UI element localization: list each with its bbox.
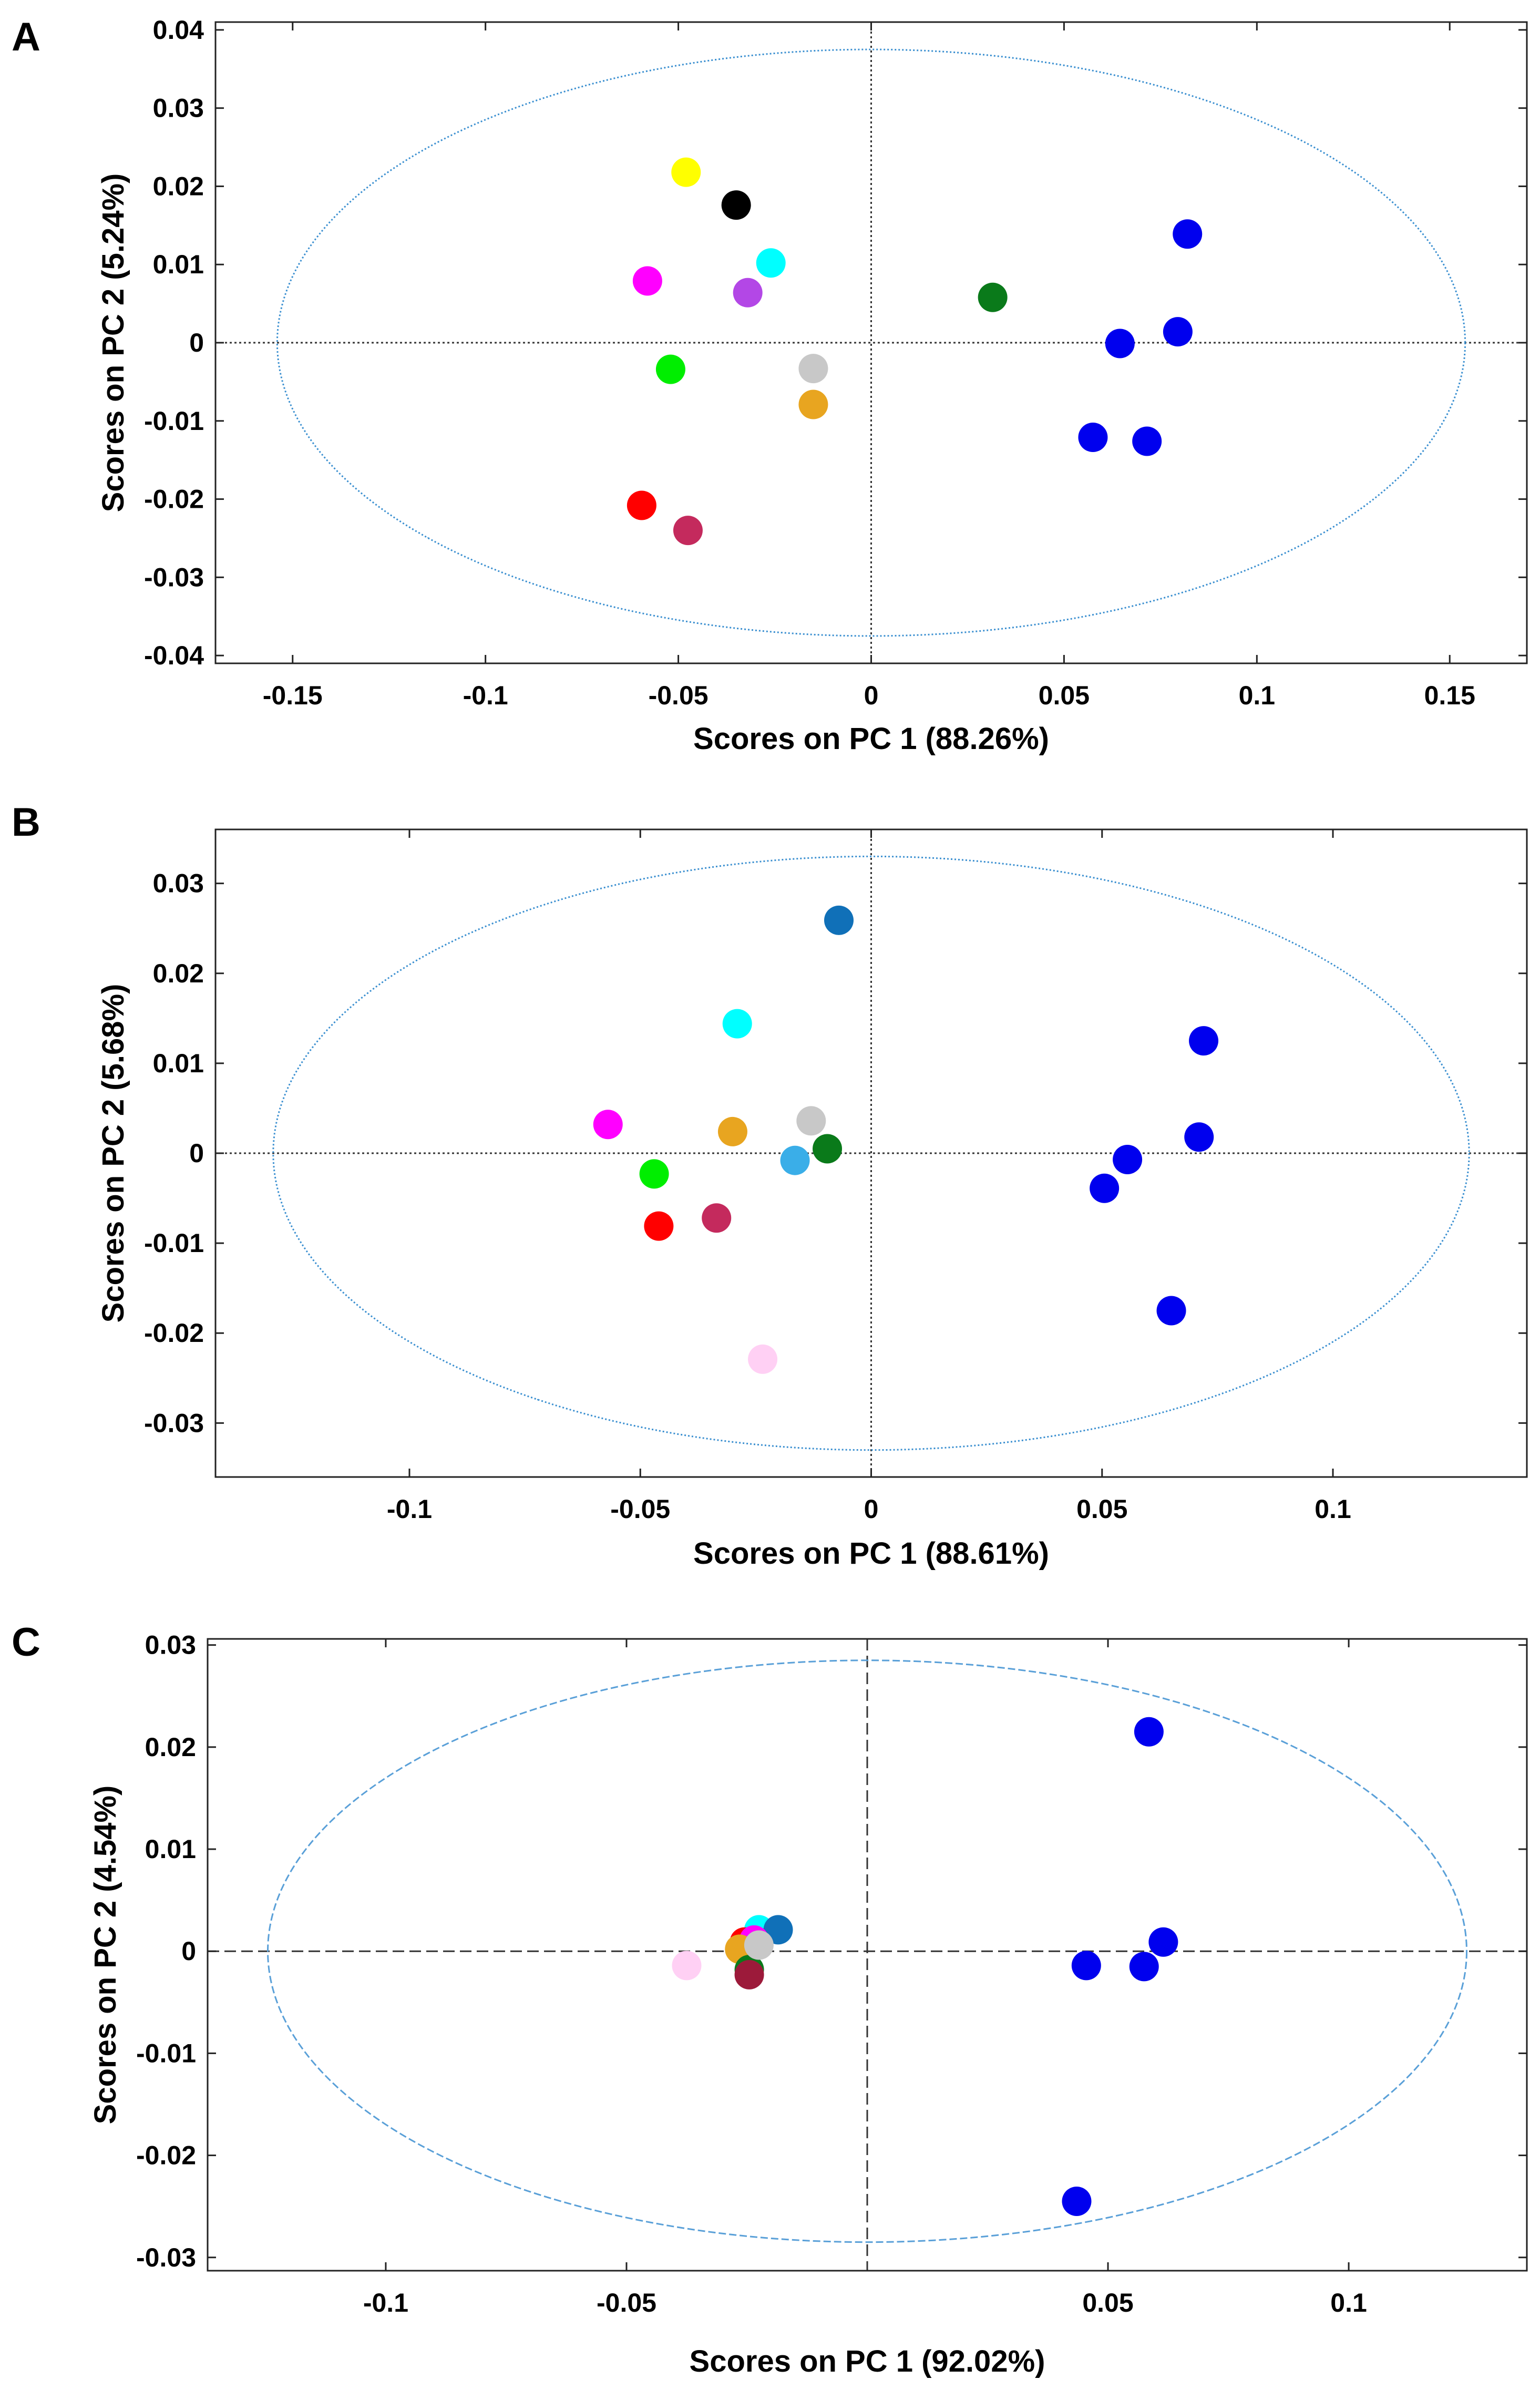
y-axis-title: Scores on PC 2 (5.24%)	[96, 173, 130, 512]
data-point	[1173, 219, 1203, 249]
data-point	[734, 1960, 764, 1989]
data-point	[824, 905, 854, 935]
data-point	[798, 354, 828, 384]
data-point	[722, 1009, 752, 1039]
data-point	[796, 1106, 826, 1136]
x-tick-label: -0.1	[463, 681, 508, 710]
data-point	[702, 1203, 732, 1233]
data-point	[744, 1930, 774, 1960]
chart-panel-a: A -0.15 -0.1 -0.05 0 0.05 0.1 0.15 -0.04 -0.03 -0.…	[12, 15, 1528, 756]
x-tick-label: 0	[864, 681, 879, 710]
y-tick-label: -0.03	[136, 2243, 196, 2272]
y-tick-label: 0.02	[153, 959, 204, 988]
data-point	[672, 1951, 702, 1981]
y-tick-label: -0.02	[144, 1318, 204, 1348]
chart-panel-c: C -0.1 -0.05 0.05 0.1 -0.03 -0.02 -0.01 0 0.01 0.0…	[12, 1620, 1528, 2378]
y-tick-label: 0.03	[153, 869, 204, 898]
data-point	[1062, 2186, 1092, 2216]
y-tick-label: -0.01	[144, 1228, 204, 1258]
x-axis-title: Scores on PC 1 (88.61%)	[693, 1536, 1049, 1571]
y-axis-title: Scores on PC 2 (5.68%)	[96, 984, 130, 1323]
data-point	[627, 490, 656, 520]
x-tick-label: 0	[864, 1494, 879, 1524]
confidence-ellipse	[267, 1659, 1467, 2243]
data-point	[1078, 423, 1108, 453]
x-tick-label: 0.05	[1076, 1494, 1127, 1524]
data-point	[798, 389, 828, 419]
data-point	[813, 1134, 843, 1164]
plot-frame	[207, 1638, 1528, 2272]
x-tick-label: -0.1	[387, 1494, 432, 1524]
y-tick-label: 0	[181, 1936, 196, 1966]
y-tick-label: 0.01	[153, 250, 204, 279]
data-point	[655, 354, 685, 384]
y-tick-label: -0.04	[144, 641, 204, 670]
y-tick-label: 0.02	[153, 171, 204, 201]
data-point	[639, 1159, 669, 1189]
y-tick-label: 0	[189, 1139, 204, 1168]
y-tick-label: 0.01	[153, 1049, 204, 1078]
data-point	[1184, 1122, 1214, 1152]
data-point	[978, 282, 1008, 312]
x-tick-label: 0.1	[1239, 681, 1276, 710]
y-tick-label: -0.01	[136, 2038, 196, 2068]
data-point	[1090, 1173, 1120, 1203]
y-tick-label: -0.01	[144, 406, 204, 436]
x-tick-label: 0.05	[1082, 2288, 1133, 2317]
data-point	[756, 248, 786, 278]
panel-letter: C	[12, 1620, 40, 1665]
data-point	[721, 190, 751, 220]
x-axis-title: Scores on PC 1 (88.26%)	[693, 722, 1049, 756]
confidence-ellipse	[272, 855, 1470, 1451]
data-point	[632, 266, 662, 296]
data-point	[748, 1344, 778, 1374]
x-tick-label: -0.1	[363, 2288, 408, 2317]
x-axis-title: Scores on PC 1 (92.02%)	[690, 2344, 1045, 2378]
x-tick-label: -0.15	[263, 681, 323, 710]
y-tick-label: -0.03	[144, 1408, 204, 1438]
data-point	[593, 1110, 623, 1140]
confidence-ellipse	[276, 48, 1466, 637]
x-tick-label: 0.05	[1039, 681, 1090, 710]
y-tick-label: -0.03	[144, 562, 204, 592]
x-tick-label: 0.1	[1315, 1494, 1351, 1524]
chart-panel-b: B -0.1 -0.05 0 0.05 0.1 -0.03 -0.02 -0.01 0 0.01 0.…	[12, 800, 1528, 1571]
data-point	[644, 1211, 674, 1241]
y-tick-label: -0.02	[144, 485, 204, 514]
data-point	[1189, 1026, 1219, 1056]
y-tick-label: 0	[189, 328, 204, 357]
x-tick-label: 0.1	[1330, 2288, 1367, 2317]
data-point	[673, 516, 703, 546]
panel-letter: B	[12, 800, 40, 845]
data-point	[1148, 1927, 1178, 1957]
data-point	[1105, 329, 1135, 358]
data-point	[780, 1145, 810, 1175]
x-tick-label: -0.05	[649, 681, 709, 710]
data-point	[717, 1116, 747, 1146]
y-tick-label: 0.04	[153, 15, 204, 45]
y-tick-label: 0.03	[145, 1630, 196, 1660]
x-tick-label: -0.05	[597, 2288, 656, 2317]
data-point	[1156, 1296, 1186, 1326]
x-tick-label: -0.05	[610, 1494, 670, 1524]
y-tick-label: 0.01	[145, 1834, 196, 1864]
x-tick-label: 0.15	[1424, 681, 1475, 710]
data-point	[1071, 1951, 1101, 1981]
y-tick-label: 0.03	[153, 94, 204, 123]
data-point	[733, 278, 763, 307]
panel-letter: A	[12, 15, 40, 59]
data-point	[671, 157, 701, 187]
data-point	[1129, 1952, 1159, 1982]
data-point	[1163, 317, 1193, 347]
y-tick-label: 0.02	[145, 1732, 196, 1762]
data-point	[1113, 1144, 1143, 1174]
y-axis-title: Scores on PC 2 (4.54%)	[88, 1786, 122, 2125]
data-point	[1134, 1717, 1164, 1747]
y-tick-label: -0.02	[136, 2141, 196, 2170]
data-point	[1132, 426, 1162, 456]
